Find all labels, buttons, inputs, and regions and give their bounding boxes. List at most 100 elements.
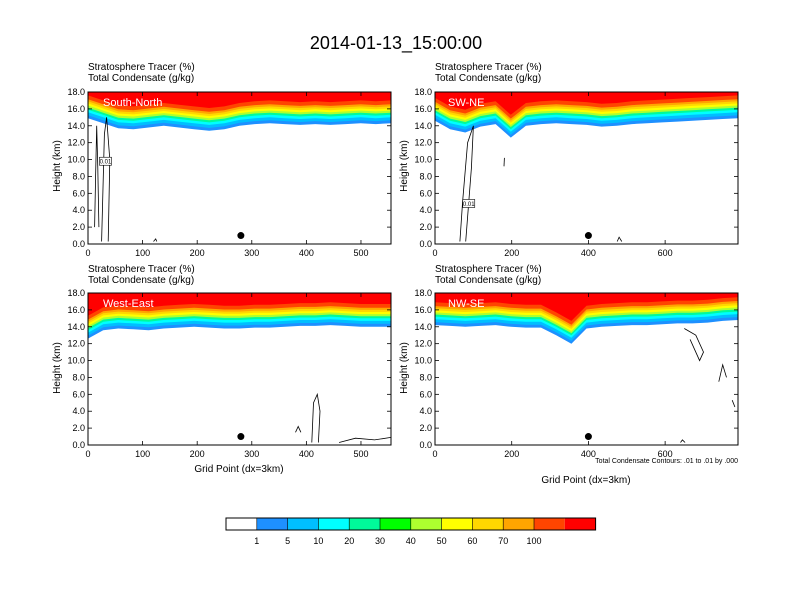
- tracer-field: [435, 293, 738, 344]
- contour-label: 0.01: [463, 202, 475, 208]
- panel-title-line-1: Stratosphere Tracer (%): [88, 264, 195, 275]
- y-tick-label: 18.0: [67, 288, 85, 298]
- y-tick-label: 14.0: [414, 121, 432, 131]
- y-tick-label: 8.0: [72, 372, 85, 382]
- colorbar-swatch-9: [503, 518, 534, 530]
- condensate-contour-2: [616, 236, 623, 242]
- condensate-contour-1: [718, 363, 727, 382]
- colorbar-swatch-6: [410, 518, 442, 530]
- x-tick-label: 300: [244, 449, 259, 459]
- x-tick-label: 100: [135, 449, 150, 459]
- y-tick-label: 10.0: [67, 356, 85, 366]
- contour-label-box: [99, 156, 112, 166]
- y-tick-label: 12.0: [67, 339, 85, 349]
- x-tick-label: 200: [190, 449, 205, 459]
- x-tick-label: 500: [353, 248, 368, 258]
- condensate-contour-0: [94, 125, 100, 228]
- x-tick-label: 400: [299, 449, 314, 459]
- colorbar-label: 20: [344, 536, 354, 546]
- condensate-contour-1: [101, 117, 111, 242]
- colorbar-label: 10: [313, 536, 323, 546]
- figure-title: 2014-01-13_15:00:00: [310, 33, 482, 54]
- x-tick-label: 100: [135, 248, 150, 258]
- y-tick-label: 0.0: [419, 239, 432, 249]
- condensate-contour-0: [684, 328, 704, 362]
- y-tick-label: 16.0: [414, 104, 432, 114]
- y-tick-label: 12.0: [414, 339, 432, 349]
- y-tick-label: 8.0: [72, 171, 85, 181]
- condensate-contour-2: [731, 400, 736, 408]
- colorbar-label: 1: [254, 536, 259, 546]
- colorbar-swatch-7: [441, 518, 473, 530]
- tracer-field: [435, 92, 738, 138]
- tracer-field: [88, 293, 391, 339]
- y-tick-label: 4.0: [419, 406, 432, 416]
- y-axis-label: Height (km): [52, 140, 63, 192]
- y-tick-label: 0.0: [419, 440, 432, 450]
- panel-title-line-2: Total Condensate (g/kg): [88, 73, 194, 84]
- y-axis-label: Height (km): [399, 140, 410, 192]
- y-tick-label: 18.0: [414, 87, 432, 97]
- condensate-contours: [237, 392, 392, 443]
- colorbar-label: 70: [498, 536, 508, 546]
- colorbar-label: 40: [406, 536, 416, 546]
- location-marker: [584, 433, 592, 441]
- x-tick-label: 0: [85, 248, 90, 258]
- condensate-contour-3: [680, 439, 686, 443]
- x-tick-label: 600: [658, 248, 673, 258]
- x-tick-label: 300: [244, 248, 259, 258]
- contour-note: Total Condensate Contours: .01 to .01 by…: [595, 458, 738, 465]
- y-axis-label: Height (km): [52, 342, 63, 394]
- axes: 0.0 2.0 4.0 6.0 8.0 10.0 12.0 14.0 16.0 18.0 0 200 4…: [414, 87, 738, 258]
- condensate-contour-0: [311, 392, 321, 443]
- x-tick-label: 200: [504, 449, 519, 459]
- y-tick-label: 14.0: [67, 322, 85, 332]
- x-axis-label: Grid Point (dx=3km): [194, 464, 283, 475]
- y-tick-label: 10.0: [67, 155, 85, 165]
- panel-title-line-2: Total Condensate (g/kg): [88, 275, 194, 286]
- y-tick-label: 6.0: [419, 188, 432, 198]
- plot-frame: [87, 91, 392, 245]
- y-tick-label: 2.0: [419, 222, 432, 232]
- panel-sw-ne: Stratosphere Tracer (%) Total Condensate…: [399, 62, 739, 258]
- contour-label-box: [462, 199, 476, 208]
- y-tick-label: 0.0: [72, 440, 85, 450]
- panel-title-line-1: Stratosphere Tracer (%): [88, 62, 195, 73]
- panel-title-line-1: Stratosphere Tracer (%): [435, 62, 542, 73]
- y-tick-label: 18.0: [414, 288, 432, 298]
- colorbar-swatch-11: [564, 518, 596, 530]
- colorbar-swatch-2: [287, 518, 319, 530]
- y-tick-label: 8.0: [419, 372, 432, 382]
- x-tick-label: 200: [504, 248, 519, 258]
- colorbar-swatch-10: [534, 518, 565, 530]
- x-tick-label: 400: [299, 248, 314, 258]
- x-tick-label: 400: [581, 248, 596, 258]
- panel-label: NW-SE: [448, 298, 484, 310]
- y-tick-label: 6.0: [419, 389, 432, 399]
- y-tick-label: 14.0: [414, 322, 432, 332]
- plot-frame: [434, 292, 739, 446]
- y-tick-label: 4.0: [72, 205, 85, 215]
- tracer-band-9: [88, 293, 391, 316]
- panel-label: West-East: [103, 298, 154, 310]
- condensate-contour-1: [295, 425, 302, 433]
- y-axis-label: Height (km): [399, 342, 410, 394]
- y-tick-label: 14.0: [67, 121, 85, 131]
- contour-label: 0.01: [100, 160, 112, 166]
- y-tick-label: 12.0: [414, 138, 432, 148]
- y-tick-label: 6.0: [72, 389, 85, 399]
- tracer-band-9: [88, 92, 391, 108]
- tracer-band-9: [435, 293, 738, 321]
- condensate-contour-2: [153, 238, 158, 242]
- y-tick-label: 0.0: [72, 239, 85, 249]
- axes: 0.0 2.0 4.0 6.0 8.0 10.0 12.0 14.0 16.0 18.0 0 100 2…: [67, 288, 391, 459]
- location-marker: [237, 433, 245, 441]
- plot-frame: [87, 292, 392, 446]
- tracer-field: [88, 92, 391, 131]
- panel-label: South-North: [103, 97, 162, 109]
- axes: 0.0 2.0 4.0 6.0 8.0 10.0 12.0 14.0 16.0 18.0 0 200 4…: [414, 288, 738, 459]
- y-tick-label: 18.0: [67, 87, 85, 97]
- condensate-contours: 0.01: [94, 117, 245, 242]
- colorbar-label: 100: [526, 536, 541, 546]
- colorbar-swatch-0: [226, 518, 257, 530]
